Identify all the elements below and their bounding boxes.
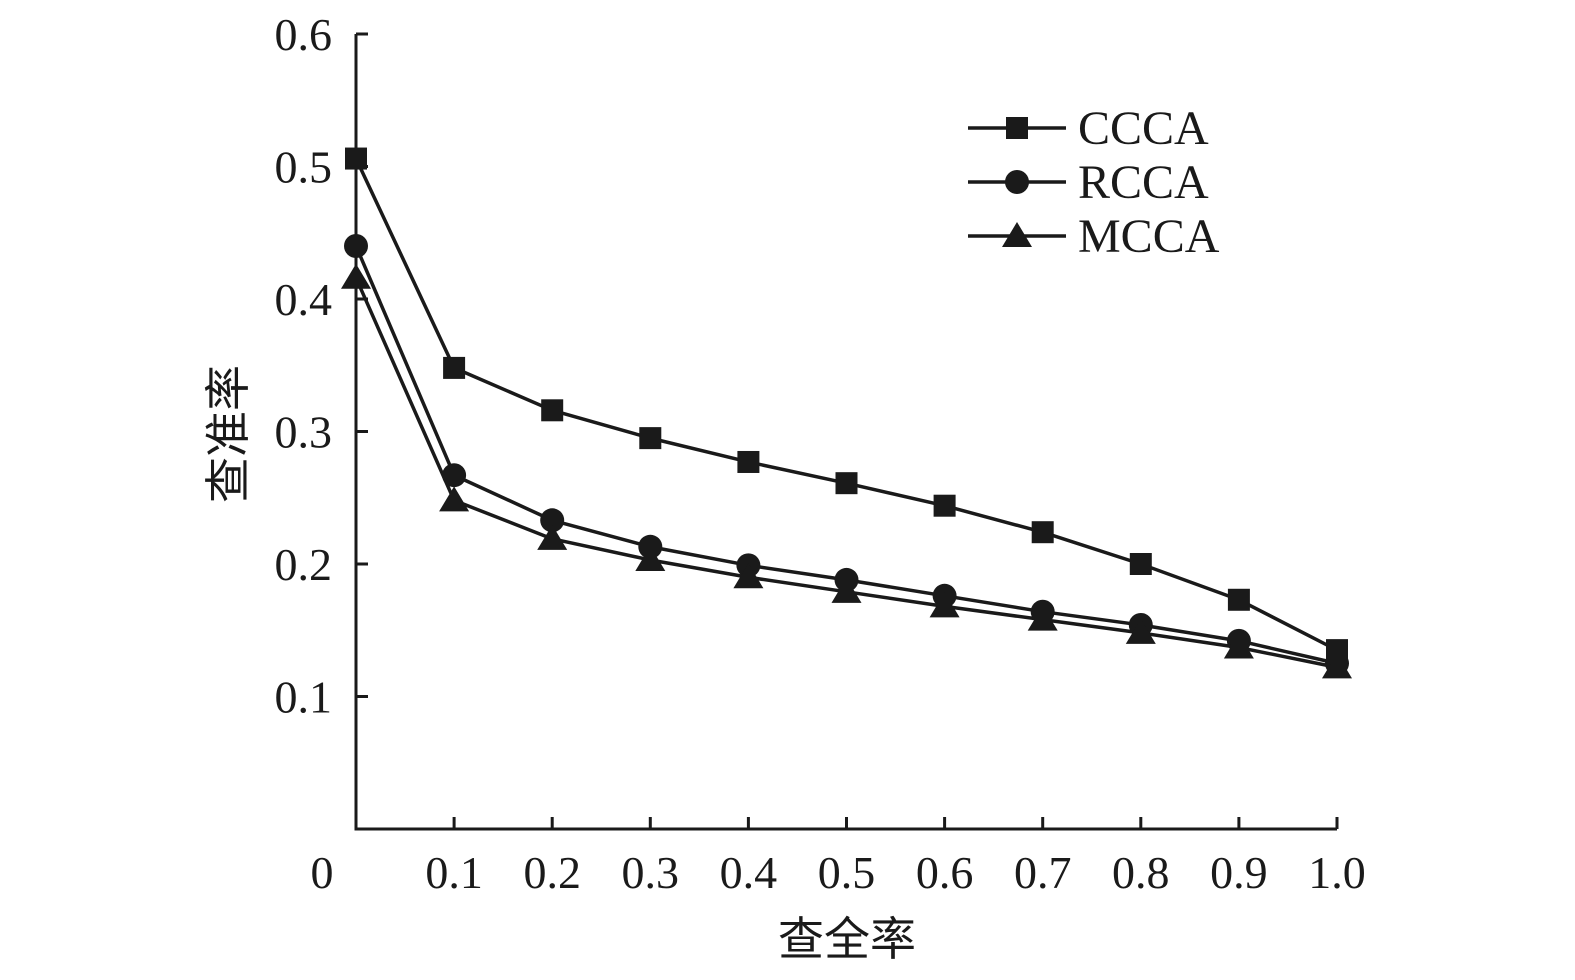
data-point-ccca (737, 450, 760, 473)
legend-marker-mcca (1002, 222, 1032, 247)
data-point-mcca (537, 524, 568, 550)
x-tick-label: 0.7 (1014, 847, 1072, 898)
x-tick-label: 0.3 (622, 847, 680, 898)
legend-label-rcca: RCCA (1078, 156, 1209, 209)
y-tick-label: 0.3 (275, 407, 333, 458)
data-point-rcca (442, 463, 467, 488)
data-point-ccca (443, 356, 466, 379)
x-tick-label: 0.6 (916, 847, 974, 898)
data-point-mcca (733, 563, 764, 589)
y-tick-label: 0.2 (275, 539, 333, 590)
legend-item-ccca: CCCA (968, 102, 1209, 155)
data-point-ccca (639, 427, 662, 450)
data-point-ccca (835, 472, 858, 495)
series-rcca (344, 234, 1349, 676)
x-tick-label: 0.9 (1210, 847, 1268, 898)
y-axis-title: 查准率 (203, 365, 254, 503)
data-point-mcca (635, 546, 666, 572)
data-point-ccca (933, 494, 956, 517)
legend-label-mcca: MCCA (1078, 210, 1220, 263)
data-point-mcca (929, 592, 960, 618)
data-point-ccca (1129, 553, 1152, 575)
x-tick-label: 0.1 (425, 847, 483, 898)
data-point-mcca (439, 486, 470, 512)
legend-marker-rcca (1005, 170, 1029, 194)
legend-item-mcca: MCCA (968, 210, 1220, 263)
x-tick-label: 1.0 (1308, 847, 1366, 898)
data-point-mcca (1027, 605, 1058, 631)
x-tick-label: 0.2 (523, 847, 581, 898)
legend-marker-ccca (1006, 117, 1028, 139)
data-point-ccca (1031, 521, 1054, 544)
y-tick-label: 0.4 (275, 274, 333, 325)
x-tick-label: 0.5 (818, 847, 876, 898)
data-point-mcca (831, 577, 862, 603)
y-tick-label: 0.6 (275, 9, 333, 60)
data-point-ccca (345, 147, 367, 170)
data-point-ccca (541, 399, 564, 422)
data-point-mcca (1125, 618, 1156, 644)
series-layer (341, 147, 1352, 679)
legend-item-rcca: RCCA (968, 156, 1209, 209)
data-point-mcca (1322, 653, 1352, 679)
x-axis-ticks: 0 0.1 0.2 0.3 0.4 0.5 0.6 0.7 0.8 0.9 1.0 (311, 817, 1366, 898)
y-axis-ticks: 0.1 0.2 0.3 0.4 0.5 0.6 (275, 9, 368, 723)
data-point-mcca (341, 263, 371, 289)
series-ccca (345, 147, 1348, 662)
x-tick-label: 0.8 (1112, 847, 1170, 898)
data-point-rcca (540, 508, 565, 533)
series-mcca (341, 263, 1352, 679)
data-point-mcca (1223, 633, 1254, 659)
x-tick-label: 0.4 (720, 847, 778, 898)
y-tick-label: 0.1 (275, 672, 333, 723)
legend-label-ccca: CCCA (1078, 102, 1209, 155)
x-axis-title: 查全率 (778, 914, 916, 965)
x-tick-label: 0 (311, 847, 334, 898)
data-point-rcca (344, 234, 368, 258)
y-tick-label: 0.5 (275, 142, 333, 193)
data-point-ccca (1227, 588, 1250, 611)
